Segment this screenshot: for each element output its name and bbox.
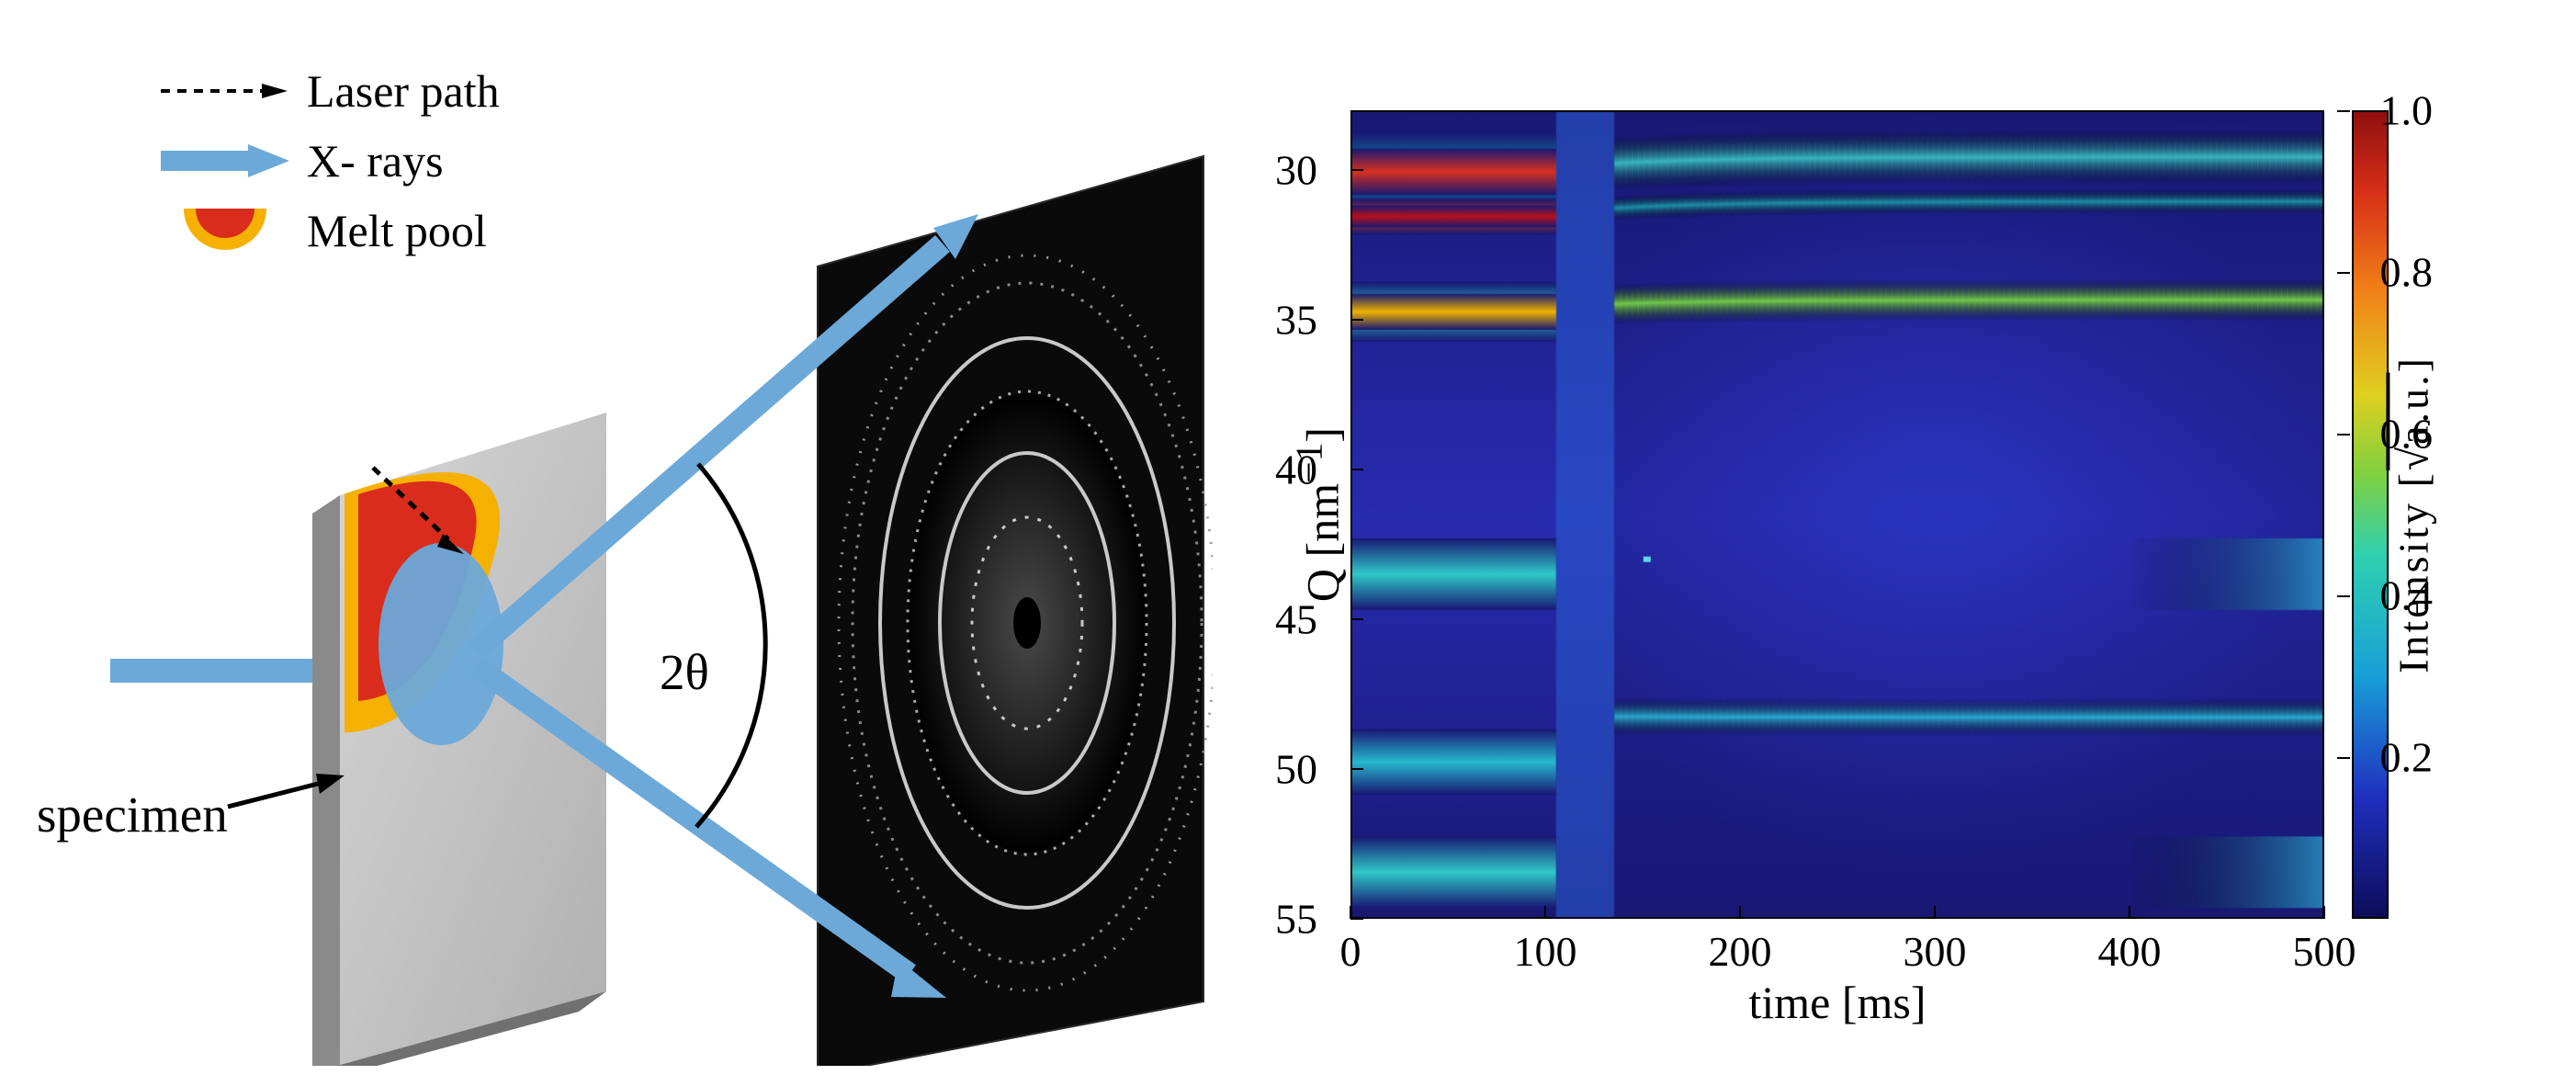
colorbar-tick-label: 0.8 bbox=[2380, 248, 2434, 297]
two-theta-label: 2θ bbox=[660, 643, 709, 701]
experiment-schematic bbox=[110, 147, 1213, 1066]
x-tick-label: 300 bbox=[1904, 927, 1967, 976]
colorbar-label: Intensity [√a.u.] bbox=[2390, 356, 2438, 673]
legend-laser-label: Laser path bbox=[307, 64, 500, 118]
colorbar-tick-label: 0.2 bbox=[2380, 733, 2434, 782]
x-tick-label: 200 bbox=[1709, 927, 1772, 976]
specimen-label: specimen bbox=[37, 786, 228, 843]
laser-path-symbol bbox=[156, 80, 294, 102]
schematic-panel: Laser path X- rays Melt bbox=[0, 0, 1213, 1075]
y-tick-label: 40 bbox=[1275, 446, 1317, 494]
legend-row-laser: Laser path bbox=[156, 64, 500, 118]
y-tick-label: 30 bbox=[1275, 146, 1317, 195]
x-tick-label: 100 bbox=[1514, 927, 1577, 976]
y-tick-label: 50 bbox=[1275, 745, 1317, 794]
heatmap-canvas bbox=[1350, 110, 2324, 919]
figure-container: Laser path X- rays Melt bbox=[0, 0, 2576, 1075]
x-tick-label: 0 bbox=[1340, 927, 1361, 976]
x-tick-label: 400 bbox=[2098, 927, 2162, 976]
heatmap-chart: Q [nm−1] time [ms] 303540455055 01002003… bbox=[1350, 110, 2324, 919]
y-tick-label: 55 bbox=[1275, 895, 1317, 944]
y-tick-label: 35 bbox=[1275, 296, 1317, 345]
y-tick-label: 45 bbox=[1275, 595, 1317, 644]
x-tick-label: 500 bbox=[2293, 927, 2356, 976]
colorbar bbox=[2352, 110, 2389, 919]
heatmap-panel: Q [nm−1] time [ms] 303540455055 01002003… bbox=[1213, 0, 2576, 1075]
x-axis-label: time [ms] bbox=[1748, 976, 1926, 1029]
colorbar-tick-label: 1.0 bbox=[2380, 86, 2434, 135]
